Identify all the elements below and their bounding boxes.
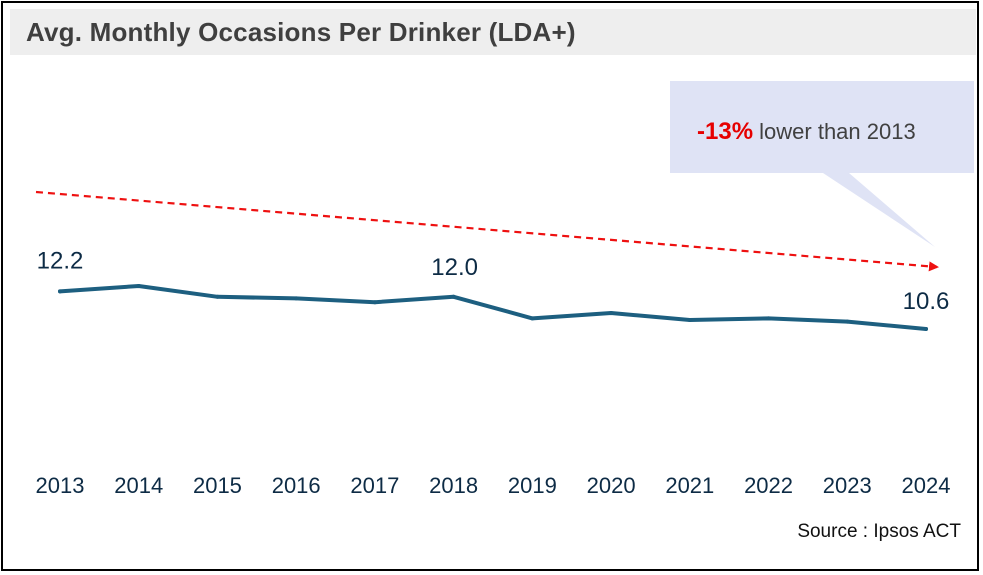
data-point-2014 — [136, 284, 141, 288]
x-tick-label-2019: 2019 — [508, 473, 557, 498]
x-axis: 2013 2014 2015 2016 2017 2018 2019 2020 2021 2022… — [36, 473, 951, 498]
x-tick-label-2014: 2014 — [114, 473, 163, 498]
data-label-2013: 12.2 — [37, 247, 84, 274]
data-point-2015 — [215, 294, 220, 299]
data-label-group: 12.2 12.0 10.6 — [37, 247, 950, 315]
data-label-2024: 10.6 — [903, 288, 950, 315]
data-point-2016 — [294, 296, 299, 301]
data-point-2024 — [924, 327, 928, 332]
data-point-2018 — [451, 294, 456, 299]
x-tick-label-2022: 2022 — [744, 473, 793, 498]
data-label-2018: 12.0 — [431, 254, 478, 281]
data-point-2021 — [687, 318, 692, 323]
x-tick-label-2020: 2020 — [587, 473, 636, 498]
data-point-2019 — [530, 316, 535, 321]
x-tick-label-2016: 2016 — [272, 473, 321, 498]
x-tick-label-2015: 2015 — [193, 473, 242, 498]
x-tick-label-2013: 2013 — [36, 473, 85, 498]
x-tick-label-2023: 2023 — [823, 473, 872, 498]
chart-title: Avg. Monthly Occasions Per Drinker (LDA+… — [26, 17, 576, 47]
trend-arrow — [35, 190, 939, 272]
callout-rest: lower than 2013 — [753, 119, 916, 144]
data-point-2017 — [372, 300, 377, 305]
callout-text: -13% lower than 2013 — [697, 118, 916, 145]
data-point-2023 — [845, 319, 850, 324]
x-tick-label-2021: 2021 — [665, 473, 714, 498]
callout-bubble — [670, 81, 974, 247]
callout-highlight: -13% — [697, 118, 753, 145]
x-tick-label-2018: 2018 — [429, 473, 478, 498]
x-tick-label-2024: 2024 — [902, 473, 951, 498]
series-line — [58, 284, 928, 331]
x-tick-label-2017: 2017 — [350, 473, 399, 498]
data-point-2020 — [609, 311, 614, 315]
data-point-2022 — [766, 316, 771, 321]
chart-plot: -13% lower than 2013 12.2 12.010.6 2013 20… — [35, 81, 974, 498]
series-group — [58, 284, 928, 332]
title-bar: Avg. Monthly Occasions Per Drinker (LDA+… — [10, 9, 976, 55]
source-note: Source : Ipsos ACT — [797, 521, 961, 542]
data-point-2013 — [58, 289, 62, 294]
